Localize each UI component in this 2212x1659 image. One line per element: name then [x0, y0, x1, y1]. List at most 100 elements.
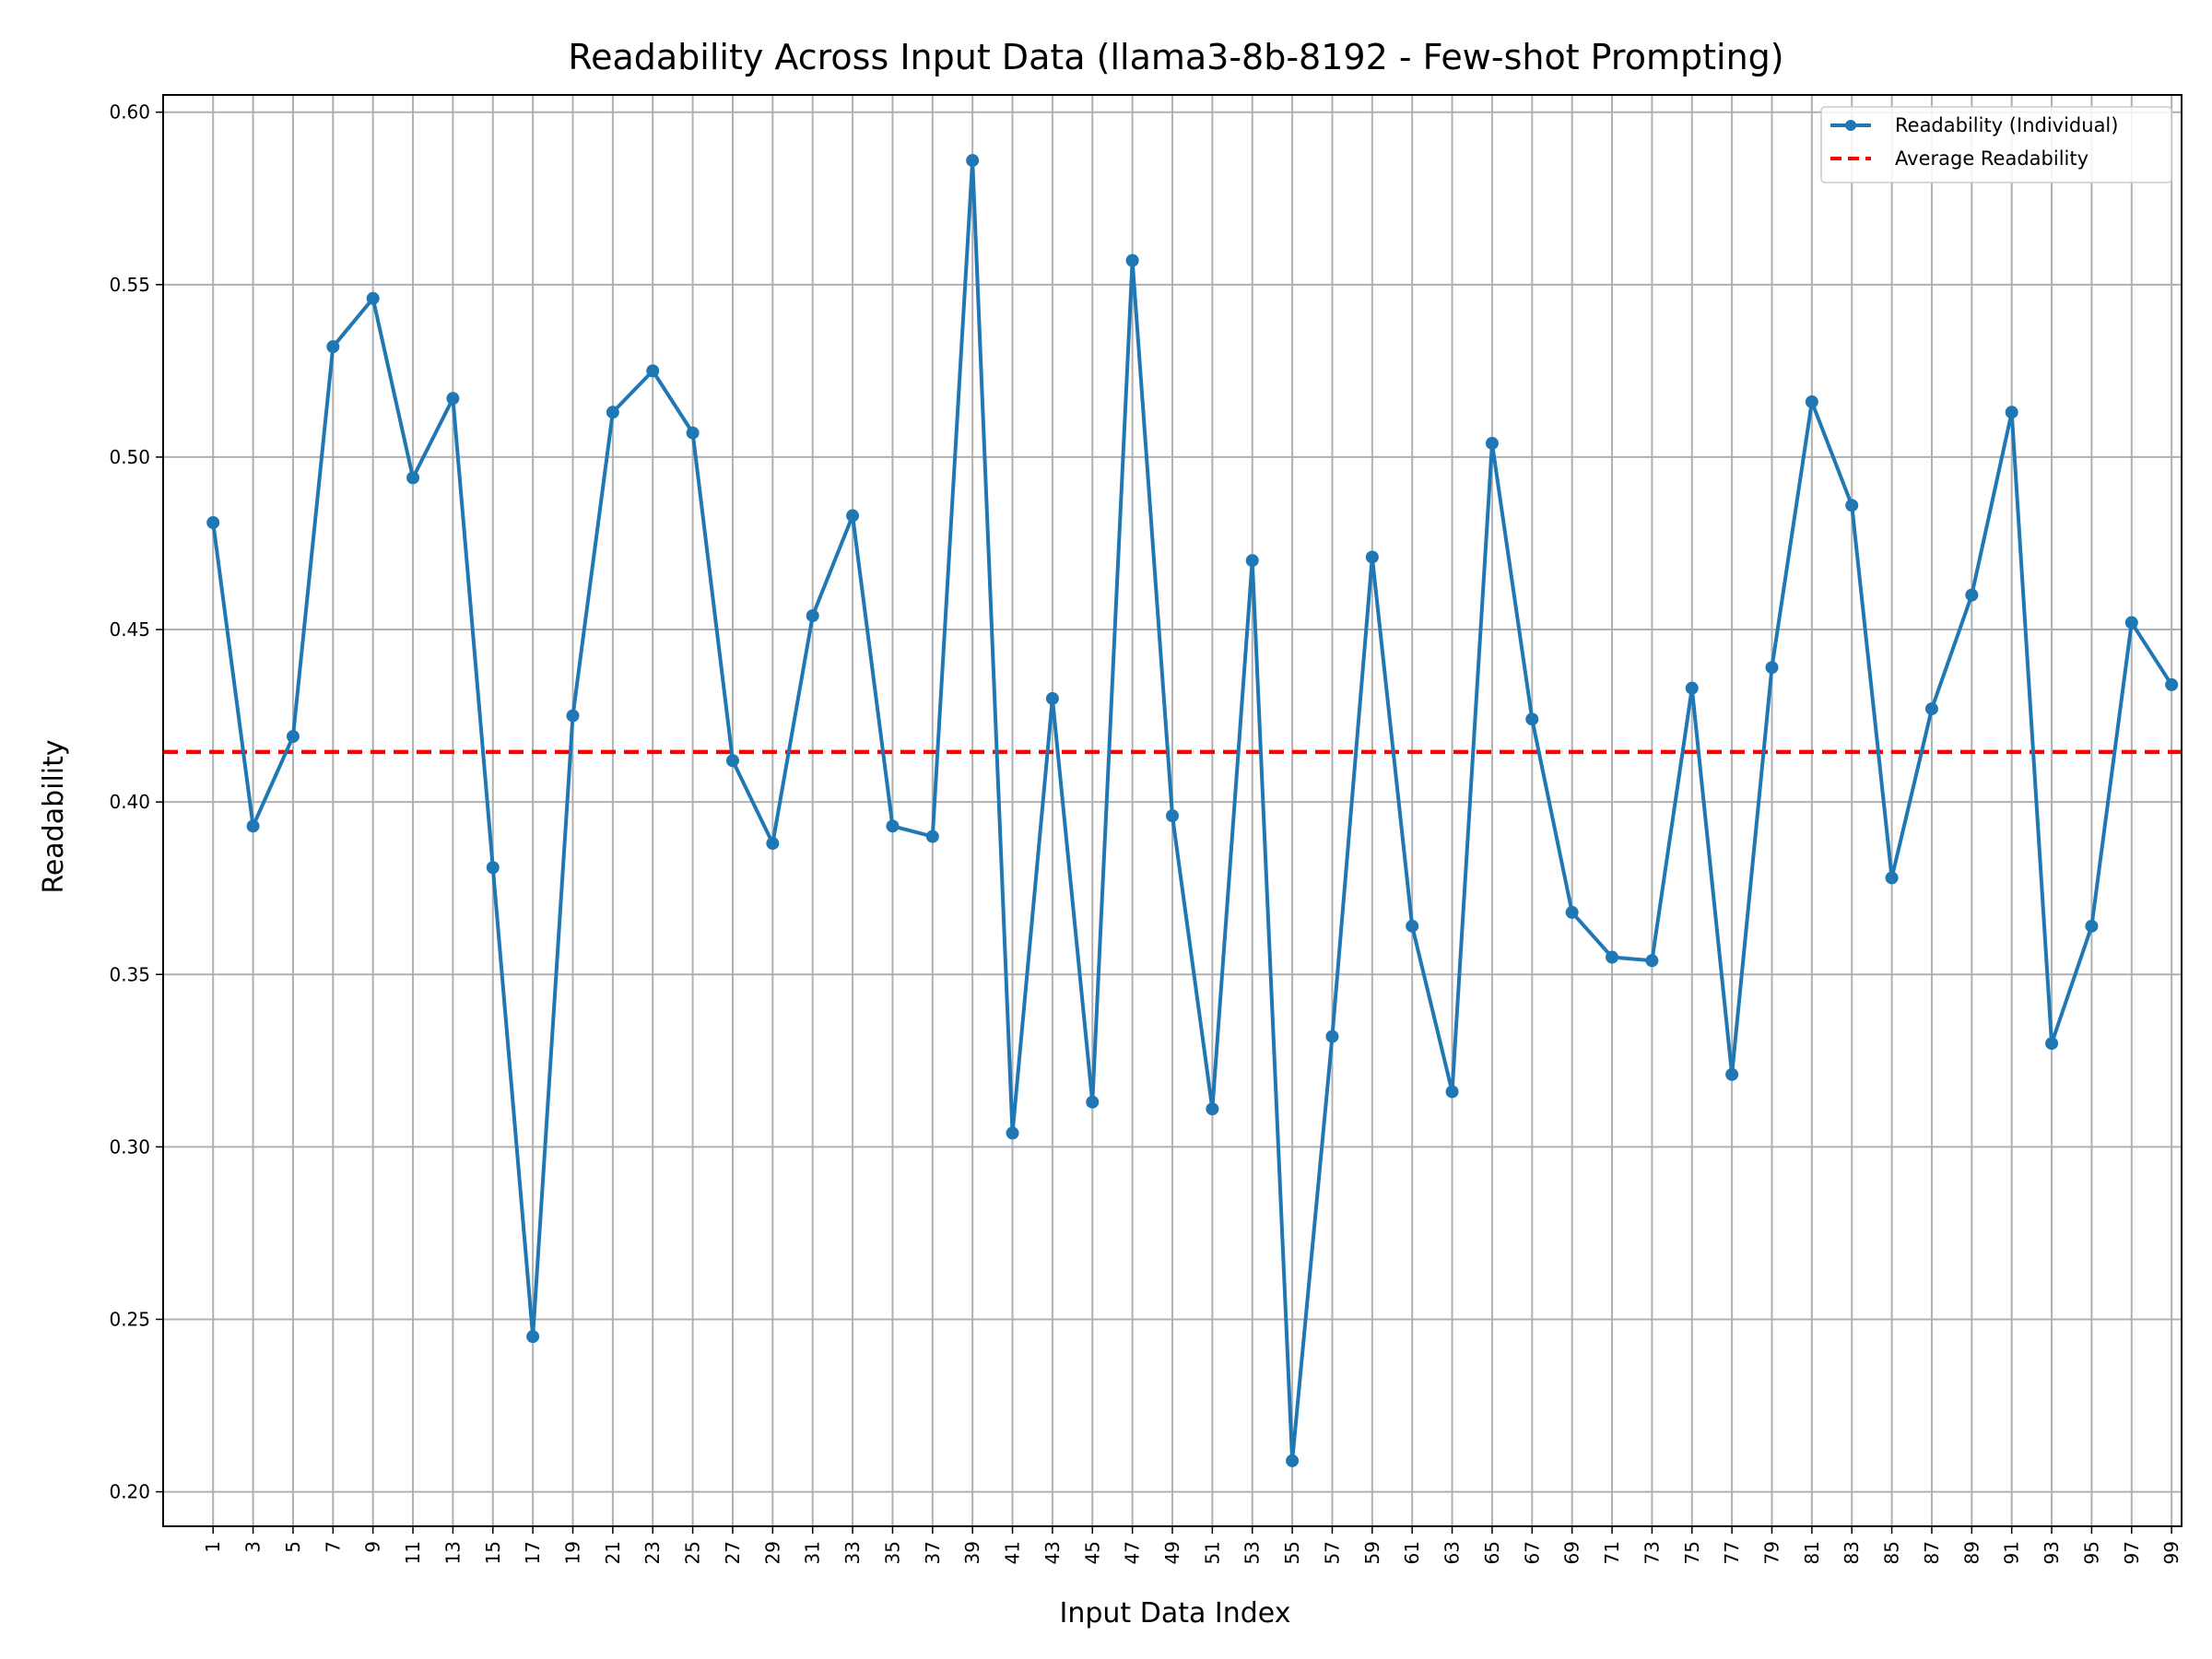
- data-point: [1765, 661, 1779, 675]
- x-tick-label: 51: [1201, 1541, 1223, 1564]
- data-point: [206, 516, 220, 530]
- data-point: [1125, 253, 1139, 267]
- data-point: [1805, 395, 1818, 409]
- data-point: [446, 392, 460, 406]
- x-tick-label: 21: [602, 1541, 624, 1564]
- x-tick-label: 11: [402, 1541, 424, 1564]
- x-tick-label: 49: [1161, 1541, 1183, 1564]
- data-point: [886, 819, 900, 833]
- data-point: [526, 1330, 540, 1344]
- data-point: [1045, 691, 1059, 705]
- data-point: [486, 861, 500, 875]
- data-point: [1606, 950, 1619, 964]
- x-tick-label: 33: [841, 1541, 864, 1564]
- y-tick-label: 0.50: [109, 446, 150, 468]
- y-tick-label: 0.45: [109, 618, 150, 641]
- x-tick-label: 7: [322, 1541, 344, 1553]
- legend-label-readability: Readability (Individual): [1895, 114, 2118, 136]
- x-axis: 1 3 5 7 9 11 13 15 17 19 21 23 25 27 29 31 33 35 37 39 41 43 4…: [202, 1526, 2183, 1564]
- data-point: [1485, 436, 1499, 450]
- x-tick-label: 89: [1960, 1541, 1983, 1564]
- data-point: [1685, 681, 1699, 695]
- data-point: [1245, 554, 1259, 568]
- grid-lines: [163, 95, 2182, 1526]
- legend: Readability (Individual) Average Readabi…: [1820, 106, 2172, 183]
- x-tick-label: 83: [1841, 1541, 1863, 1564]
- data-point: [2165, 677, 2179, 691]
- data-point: [566, 709, 580, 723]
- data-point: [2005, 406, 2018, 419]
- x-tick-label: 57: [1321, 1541, 1343, 1564]
- x-tick-label: 25: [682, 1541, 704, 1564]
- x-tick-label: 77: [1721, 1541, 1743, 1564]
- x-tick-label: 99: [2160, 1541, 2183, 1564]
- y-tick-label: 0.60: [109, 101, 150, 124]
- data-point: [1206, 1102, 1219, 1116]
- x-tick-label: 65: [1481, 1541, 1503, 1564]
- x-tick-label: 53: [1241, 1541, 1264, 1564]
- y-tick-label: 0.40: [109, 791, 150, 813]
- x-tick-label: 17: [522, 1541, 544, 1564]
- x-tick-label: 35: [881, 1541, 903, 1564]
- legend-label-average: Average Readability: [1895, 147, 2088, 170]
- x-tick-label: 95: [2080, 1541, 2102, 1564]
- x-tick-label: 93: [2041, 1541, 2063, 1564]
- data-point: [406, 471, 420, 485]
- x-tick-label: 85: [1881, 1541, 1903, 1564]
- data-point: [725, 754, 739, 768]
- x-tick-label: 9: [362, 1541, 384, 1553]
- x-tick-label: 37: [922, 1541, 944, 1564]
- x-tick-label: 15: [482, 1541, 504, 1564]
- x-tick-label: 63: [1441, 1541, 1464, 1564]
- x-tick-label: 91: [2001, 1541, 2023, 1564]
- x-tick-label: 47: [1122, 1541, 1144, 1564]
- x-tick-label: 27: [722, 1541, 744, 1564]
- x-tick-label: 87: [1921, 1541, 1943, 1564]
- data-point: [1286, 1453, 1300, 1467]
- legend-box: [1820, 106, 2172, 183]
- y-axis-label: Readability: [38, 739, 70, 893]
- x-tick-label: 97: [2121, 1541, 2143, 1564]
- y-tick-label: 0.55: [109, 274, 150, 296]
- x-tick-label: 13: [441, 1541, 464, 1564]
- data-point: [1924, 702, 1938, 716]
- y-axis: 0.20 0.25 0.30 0.35 0.40 0.45 0.50 0.55 0.60: [109, 101, 163, 1503]
- x-tick-label: 45: [1081, 1541, 1103, 1564]
- data-point: [766, 837, 780, 851]
- data-point: [646, 364, 660, 378]
- x-tick-label: 69: [1561, 1541, 1583, 1564]
- data-point: [846, 509, 860, 523]
- data-point: [1406, 919, 1419, 933]
- data-point: [1325, 1030, 1339, 1043]
- readability-series-line: [211, 159, 2173, 1463]
- data-point: [286, 730, 300, 744]
- data-point: [1445, 1085, 1459, 1099]
- data-point: [366, 291, 380, 305]
- x-tick-label: 61: [1401, 1541, 1423, 1564]
- data-point: [1845, 499, 1859, 512]
- data-point: [1645, 954, 1659, 968]
- chart-title: Readability Across Input Data (llama3-8b…: [568, 37, 1783, 77]
- data-point: [326, 340, 340, 354]
- y-tick-label: 0.30: [109, 1135, 150, 1158]
- data-point: [686, 426, 700, 440]
- data-point: [1365, 550, 1379, 564]
- x-tick-label: 67: [1521, 1541, 1543, 1564]
- x-tick-label: 59: [1361, 1541, 1383, 1564]
- data-point: [1965, 588, 1979, 602]
- x-tick-label: 19: [562, 1541, 584, 1564]
- data-point: [1006, 1126, 1019, 1140]
- x-tick-label: 79: [1760, 1541, 1783, 1564]
- series-points-layer: [206, 154, 2179, 1467]
- data-point: [966, 154, 980, 168]
- data-point: [246, 819, 260, 833]
- x-tick-label: 3: [242, 1541, 265, 1553]
- data-point: [1525, 712, 1539, 726]
- y-tick-label: 0.35: [109, 963, 150, 985]
- data-point: [925, 830, 939, 843]
- series-line-layer: [211, 159, 2173, 1463]
- legend-marker-readability: [1845, 120, 1856, 131]
- x-tick-label: 29: [761, 1541, 783, 1564]
- x-tick-label: 75: [1681, 1541, 1703, 1564]
- x-tick-label: 81: [1801, 1541, 1823, 1564]
